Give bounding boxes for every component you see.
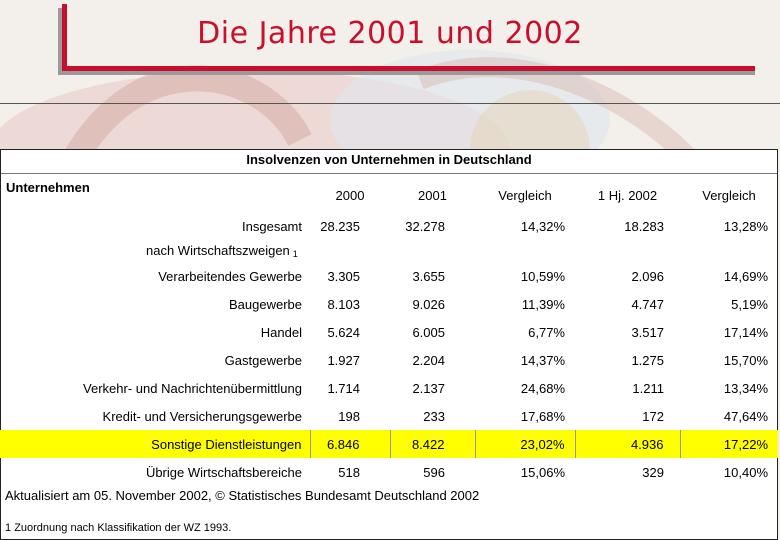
column-header-2000: 2000 (335, 187, 365, 203)
cell-comparison-2001: 17,68% (520, 408, 565, 424)
total-row: Insgesamt 28.235 32.278 14,32% 18.283 13… (0, 212, 778, 240)
cell-2000: 198 (338, 408, 360, 424)
footnote-text: Zuordnung nach Klassifikation der WZ 199… (14, 522, 232, 534)
cell-2000: 28.235 (320, 218, 360, 234)
cell-h1-2002: 1.211 (632, 380, 664, 396)
slide-title: Die Jahre 2001 und 2002 (197, 16, 583, 51)
table-header-row: Unternehmen 2000 2001 Vergleich 1 Hj. 20… (0, 178, 778, 212)
row-label: Sonstige Dienstleistungen (0, 430, 310, 458)
cell-2000: 6.846 (309, 430, 390, 458)
cell-2001: 2.204 (412, 352, 445, 368)
footnote-mark: 1 (5, 522, 12, 534)
cell-comparison-2001: 15,06% (520, 464, 565, 480)
cell-comparison-2001: 11,39% (521, 296, 565, 312)
cell-comparison-2002: 10,40% (723, 464, 768, 480)
section-label-cell: nach Wirtschaftszweigen 1 (0, 240, 310, 262)
row-label: Baugewerbe (229, 296, 302, 312)
row-label: Insgesamt (242, 218, 302, 234)
column-header-comparison-2001: Vergleich (498, 187, 552, 203)
row-label: Handel (260, 324, 302, 340)
table-row-highlighted: Sonstige Dienstleistungen 6.846 8.422 23… (0, 430, 778, 458)
cell-2000: 8.103 (327, 296, 360, 312)
cell-comparison-2002: 17,14% (723, 324, 768, 340)
cell-2000: 1.927 (327, 352, 360, 368)
row-label: Verkehr- und Nachrichtenübermittlung (83, 380, 302, 396)
cell-comparison-2002: 13,28% (723, 218, 768, 234)
cell-comparison-2001: 23,02% (474, 430, 575, 458)
cell-2001: 233 (423, 408, 445, 424)
cell-comparison-2002: 47,64% (723, 408, 768, 424)
cell-2000: 1.714 (327, 380, 360, 396)
cell-2001: 9.026 (412, 296, 445, 312)
table-row: Baugewerbe 8.103 9.026 11,39% 4.747 5,19… (0, 290, 778, 318)
source-note: Aktualisiert am 05. November 2002, © Sta… (5, 488, 480, 503)
column-header-comparison-2002: Vergleich (702, 187, 756, 203)
cell-h1-2002: 4.747 (631, 296, 664, 312)
cell-h1-2002: 4.936 (574, 430, 680, 458)
table-row: Verarbeitendes Gewerbe 3.305 3.655 10,59… (0, 262, 778, 290)
cell-h1-2002: 1.275 (631, 352, 664, 368)
caption-divider (1, 173, 777, 174)
table-row: Kredit- und Versicherungsgewerbe 198 233… (0, 402, 778, 430)
cell-comparison-2001: 6,77% (528, 324, 565, 340)
row-label: Kredit- und Versicherungsgewerbe (102, 408, 302, 424)
cell-comparison-2001: 14,37% (520, 352, 565, 368)
cell-h1-2002: 2.096 (631, 268, 664, 284)
cell-comparison-2002: 17,22% (679, 430, 778, 458)
cell-h1-2002: 3.517 (631, 324, 664, 340)
table-caption: Insolvenzen von Unternehmen in Deutschla… (246, 152, 532, 167)
cell-2001: 3.655 (412, 268, 445, 284)
cell-comparison-2002: 15,70% (723, 352, 768, 368)
column-header-2001: 2001 (418, 187, 447, 203)
footnote: 1 Zuordnung nach Klassifikation der WZ 1… (5, 522, 231, 534)
cell-comparison-2001: 24,68% (520, 380, 565, 396)
table-row: Verkehr- und Nachrichtenübermittlung 1.7… (0, 374, 778, 402)
cell-2000: 3.305 (327, 268, 360, 284)
cell-2000: 518 (338, 464, 360, 480)
cell-comparison-2002: 5,19% (731, 296, 768, 312)
insolvency-table: Unternehmen 2000 2001 Vergleich 1 Hj. 20… (0, 178, 778, 486)
cell-2001: 32.278 (405, 218, 445, 234)
table-row: Übrige Wirtschaftsbereiche 518 596 15,06… (0, 458, 778, 486)
cell-comparison-2001: 10,59% (520, 268, 565, 284)
table-row: Handel 5.624 6.005 6,77% 3.517 17,14% (0, 318, 778, 346)
cell-2001: 8.422 (389, 430, 475, 458)
cell-comparison-2002: 14,69% (723, 268, 768, 284)
row-label: Verarbeitendes Gewerbe (158, 268, 302, 284)
section-row: nach Wirtschaftszweigen 1 (0, 240, 778, 262)
corner-label: Unternehmen (6, 180, 90, 195)
section-label: nach Wirtschaftszweigen (146, 243, 290, 258)
title-bracket-decoration (0, 4, 780, 104)
row-label: Gastgewerbe (224, 352, 302, 368)
cell-comparison-2001: 14,32% (520, 218, 565, 234)
cell-h1-2002: 329 (642, 464, 664, 480)
cell-2001: 2.137 (412, 380, 445, 396)
table-row: Gastgewerbe 1.927 2.204 14,37% 1.275 15,… (0, 346, 778, 374)
cell-2001: 6.005 (412, 324, 445, 340)
cell-comparison-2002: 13,34% (723, 380, 768, 396)
cell-2001: 596 (423, 464, 445, 480)
cell-2000: 5.624 (327, 324, 360, 340)
cell-h1-2002: 18.283 (624, 218, 664, 234)
cell-h1-2002: 172 (642, 408, 664, 424)
footnote-marker: 1 (292, 249, 298, 259)
row-label: Übrige Wirtschaftsbereiche (145, 464, 302, 480)
column-header-h1-2002: 1 Hj. 2002 (597, 187, 658, 203)
